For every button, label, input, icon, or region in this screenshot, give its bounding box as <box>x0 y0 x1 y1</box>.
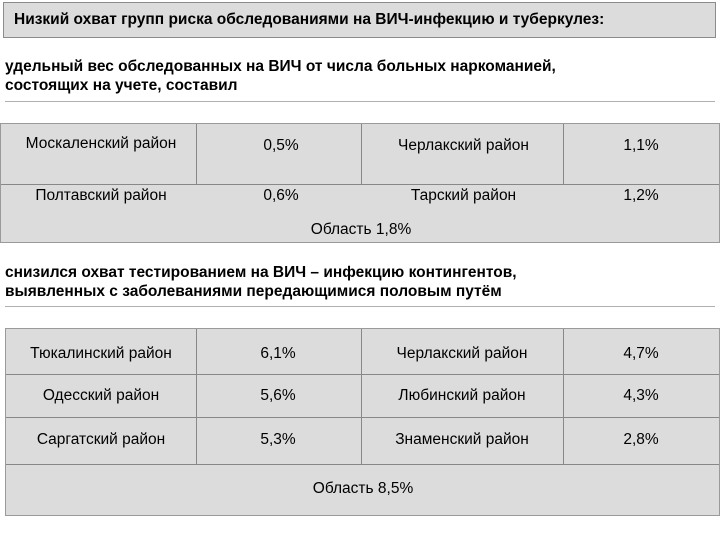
column-divider <box>196 124 197 184</box>
column-divider <box>196 329 197 464</box>
table-row-2-value-a: 5,6% <box>260 387 296 404</box>
table-row-1-value-b: 1,1% <box>623 137 659 154</box>
table-row-3-district-a: Саргатский район <box>36 431 166 448</box>
section1-text: удельный вес обследованных на ВИЧ от чис… <box>5 57 556 95</box>
table-low-coverage-sti: Тюкалинский район 6,1% Черлакский район … <box>5 328 720 516</box>
table-row-2-value-b: 1,2% <box>623 187 659 204</box>
table-row-2-district-b: Любинский район <box>398 387 526 404</box>
table-row-1-district-b: Черлакский район <box>396 345 528 362</box>
row-divider <box>6 374 719 375</box>
row-divider <box>6 464 719 465</box>
table-row-1-value-a: 0,5% <box>263 137 299 154</box>
table-row-1-district-b: Черлакский район <box>398 137 529 154</box>
section1-divider <box>5 101 715 102</box>
row-divider <box>6 417 719 418</box>
section1-text-line1: удельный вес обследованных на ВИЧ от чис… <box>5 58 556 75</box>
table-row-3-district-b: Знаменский район <box>395 431 529 448</box>
table-row-1-value-a: 6,1% <box>260 345 296 362</box>
table-row-2-value-a: 0,6% <box>263 187 299 204</box>
table-total: Область 8,5% <box>312 480 414 497</box>
slide-title: Низкий охват групп риска обследованиями … <box>3 2 716 38</box>
table-row-1-value-b: 4,7% <box>623 345 659 362</box>
table-row-3-value-b: 2,8% <box>623 431 659 448</box>
section2-text-line2: выявленных с заболеваниями передающимися… <box>5 283 502 300</box>
table-row-1-district-a: Москаленский район <box>25 135 177 152</box>
table-row-2-district-a: Полтавский район <box>35 187 167 204</box>
section2-text: снизился охват тестированием на ВИЧ – ин… <box>5 263 517 301</box>
table-row-2-district-b: Тарский район <box>410 187 517 204</box>
table-row-2-district-a: Одесский район <box>42 387 160 404</box>
table-total: Область 1,8% <box>310 221 412 238</box>
table-low-coverage-drug-users: Москаленский район 0,5% Черлакский район… <box>0 123 720 243</box>
column-divider <box>361 124 362 184</box>
section2-text-line1: снизился охват тестированием на ВИЧ – ин… <box>5 264 517 281</box>
table-row-1-district-a: Тюкалинский район <box>30 345 172 362</box>
row-divider <box>1 184 719 185</box>
table-row-2-value-b: 4,3% <box>623 387 659 404</box>
section2-divider <box>5 306 715 307</box>
column-divider <box>563 124 564 184</box>
column-divider <box>563 329 564 464</box>
column-divider <box>361 329 362 464</box>
section1-text-line2: состоящих на учете, составил <box>5 77 238 94</box>
table-row-3-value-a: 5,3% <box>260 431 296 448</box>
